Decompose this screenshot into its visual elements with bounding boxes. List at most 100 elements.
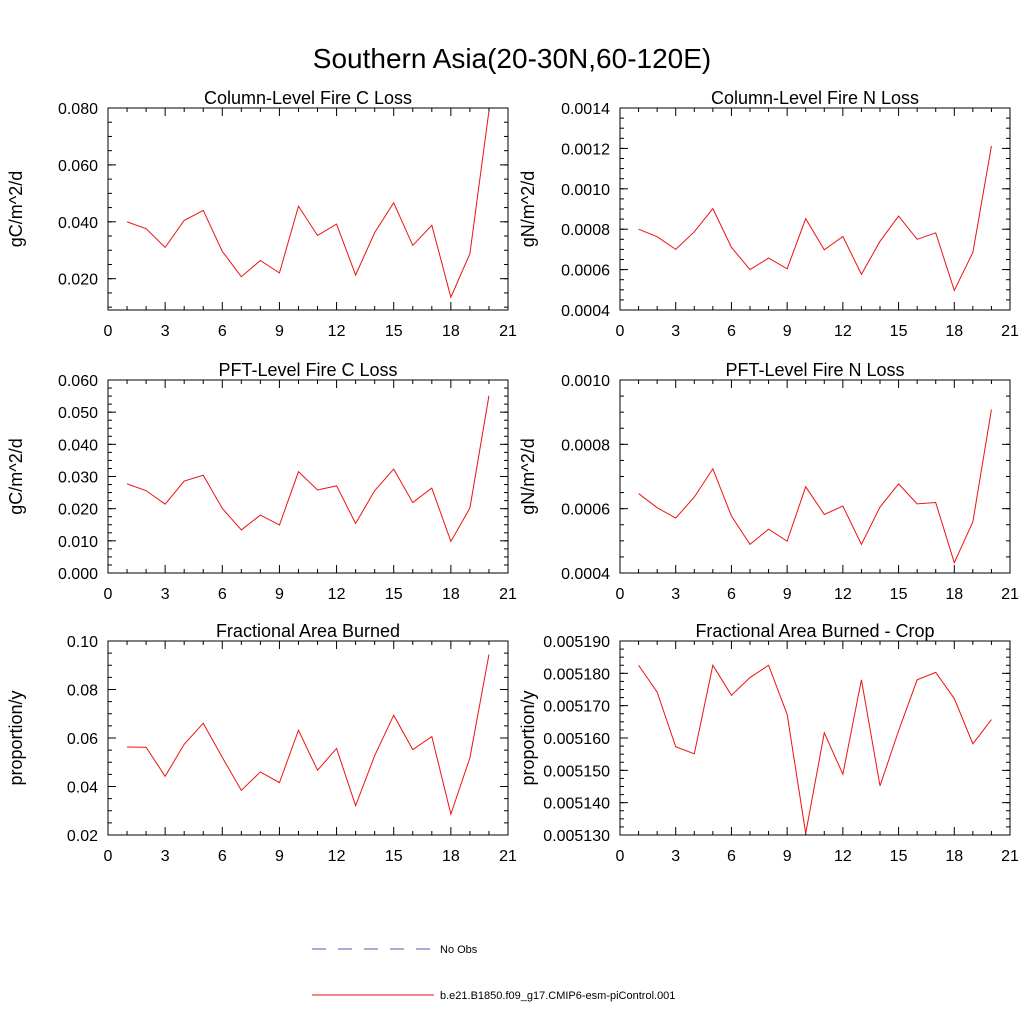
data-point xyxy=(316,489,319,492)
data-point xyxy=(183,480,186,483)
y-tick-label: 0.0014 xyxy=(561,101,610,118)
data-point xyxy=(278,524,281,527)
data-point xyxy=(693,230,696,233)
data-point xyxy=(953,561,956,564)
y-tick-label: 0.000 xyxy=(58,566,98,583)
data-point xyxy=(430,224,433,227)
data-point xyxy=(449,813,452,816)
x-tick-label: 12 xyxy=(328,586,346,603)
y-tick-label: 0.0010 xyxy=(561,182,610,199)
data-point xyxy=(786,267,789,270)
x-tick-label: 6 xyxy=(727,848,736,865)
x-tick-label: 21 xyxy=(499,323,517,340)
data-point xyxy=(953,289,956,292)
data-point xyxy=(897,215,900,218)
data-point xyxy=(711,664,714,667)
x-tick-label: 21 xyxy=(1001,586,1019,603)
x-tick-label: 21 xyxy=(499,848,517,865)
y-tick-label: 0.060 xyxy=(58,373,98,390)
data-point xyxy=(990,144,993,147)
data-point xyxy=(335,747,338,750)
x-tick-label: 12 xyxy=(834,848,852,865)
data-point xyxy=(316,769,319,772)
data-point xyxy=(202,474,205,477)
panel-1: Column-Level Fire C Loss gC/m^2/d 0 3 6 9 12 15… xyxy=(6,88,517,340)
panel-title: Fractional Area Burned - Crop xyxy=(695,621,934,641)
x-tick-label: 3 xyxy=(671,586,680,603)
x-tick-label: 12 xyxy=(328,323,346,340)
x-tick-label: 6 xyxy=(727,323,736,340)
data-point xyxy=(240,528,243,531)
data-point xyxy=(804,485,807,488)
y-tick-label: 0.020 xyxy=(58,272,98,289)
y-tick-label: 0.060 xyxy=(58,158,98,175)
y-tick-label: 0.040 xyxy=(58,437,98,454)
data-point xyxy=(240,789,243,792)
x-tick-label: 18 xyxy=(945,323,963,340)
data-point xyxy=(730,515,733,518)
data-point xyxy=(934,501,937,504)
x-tick-label: 15 xyxy=(890,848,908,865)
x-tick-label: 3 xyxy=(161,586,170,603)
data-point xyxy=(164,775,167,778)
data-point xyxy=(953,697,956,700)
data-point xyxy=(749,676,752,679)
data-point xyxy=(860,273,863,276)
x-tick-label: 18 xyxy=(442,848,460,865)
data-point xyxy=(804,832,807,835)
data-point xyxy=(373,231,376,234)
data-point xyxy=(916,678,919,681)
x-tick-label: 15 xyxy=(385,323,403,340)
data-point xyxy=(316,234,319,237)
panel-title: Column-Level Fire N Loss xyxy=(711,88,919,108)
y-tick-label: 0.030 xyxy=(58,470,98,487)
y-tick-label: 0.0004 xyxy=(561,566,610,583)
panel-title: PFT-Level Fire N Loss xyxy=(725,360,904,380)
y-tick-label: 0.04 xyxy=(67,780,98,797)
x-tick-label: 15 xyxy=(385,848,403,865)
data-point xyxy=(711,467,714,470)
data-point xyxy=(730,694,733,697)
data-point xyxy=(240,275,243,278)
series-line xyxy=(126,395,490,543)
data-point xyxy=(916,502,919,505)
panels: Column-Level Fire C Loss gC/m^2/d 0 3 6 9 12 15… xyxy=(6,88,1019,865)
data-point xyxy=(749,268,752,271)
x-tick-label: 9 xyxy=(783,323,792,340)
y-tick-label: 0.0008 xyxy=(561,222,610,239)
y-tick-label: 0.10 xyxy=(67,634,98,651)
series-line xyxy=(126,110,490,299)
y-tick-label: 0.005150 xyxy=(543,763,610,780)
x-tick-label: 3 xyxy=(161,848,170,865)
data-point xyxy=(126,745,129,748)
panel-6: Fractional Area Burned - Crop proportion/… xyxy=(518,621,1019,865)
data-point xyxy=(430,735,433,738)
x-tick-label: 3 xyxy=(671,323,680,340)
data-point xyxy=(202,209,205,212)
y-tick-label: 0.005130 xyxy=(543,828,610,845)
data-point xyxy=(335,223,338,226)
data-point xyxy=(841,235,844,238)
data-point xyxy=(487,109,490,112)
y-tick-label: 0.005170 xyxy=(543,699,610,716)
x-tick-label: 9 xyxy=(275,586,284,603)
data-point xyxy=(879,784,882,787)
x-tick-label: 18 xyxy=(945,586,963,603)
x-tick-label: 21 xyxy=(1001,323,1019,340)
data-point xyxy=(693,752,696,755)
y-axis-label: gC/m^2/d xyxy=(6,171,26,247)
y-tick-label: 0.005160 xyxy=(543,731,610,748)
data-point xyxy=(487,653,490,656)
legend-model-label: b.e21.B1850.f09_g17.CMIP6-esm-piControl.… xyxy=(440,990,675,1002)
y-tick-label: 0.040 xyxy=(58,215,98,232)
data-point xyxy=(879,506,882,509)
data-point xyxy=(841,505,844,508)
data-point xyxy=(183,743,186,746)
y-tick-label: 0.020 xyxy=(58,502,98,519)
data-point xyxy=(767,528,770,531)
data-point xyxy=(656,506,659,509)
y-axis-label: gN/m^2/d xyxy=(518,438,538,514)
x-tick-label: 9 xyxy=(783,586,792,603)
data-point xyxy=(221,507,224,510)
